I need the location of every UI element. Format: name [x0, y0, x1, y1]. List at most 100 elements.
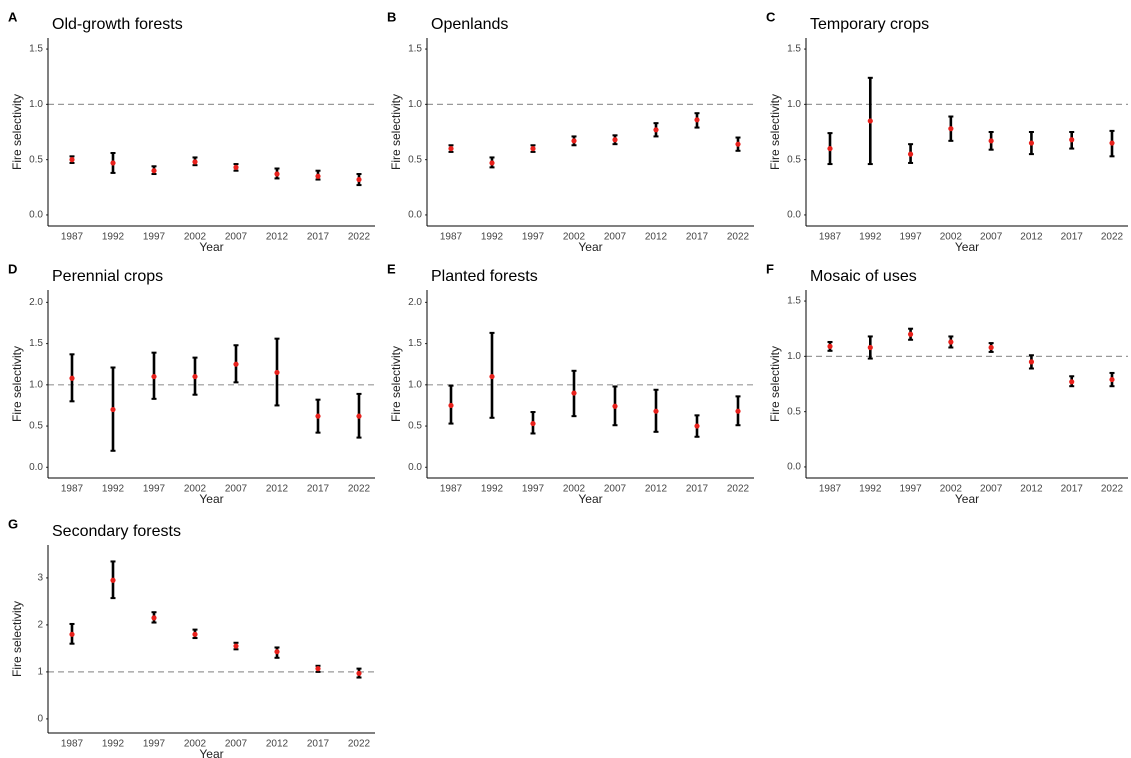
point: [151, 615, 157, 621]
y-tick-label: 1.5: [787, 44, 801, 55]
panel-label: A: [8, 9, 18, 24]
panel: D Perennial crops 0.0 0.5 1.0 1.5 2.0 Fire sele…: [8, 261, 375, 506]
x-tick-label: 2022: [348, 484, 371, 495]
point: [571, 138, 577, 144]
panel-title: Planted forests: [431, 268, 538, 285]
x-tick-label: 1997: [143, 232, 166, 243]
y-tick-label: 1: [37, 667, 43, 678]
x-tick-label: 2007: [604, 232, 627, 243]
point: [233, 361, 239, 367]
x-tick-label: 2007: [604, 484, 627, 495]
point: [948, 126, 954, 132]
panel-title: Old-growth forests: [52, 16, 183, 33]
x-tick-label: 1997: [522, 232, 545, 243]
y-tick-label: 0.0: [787, 462, 801, 473]
point: [274, 649, 280, 655]
x-tick-label: 1987: [440, 232, 463, 243]
y-tick-label: 0.5: [408, 154, 422, 165]
x-tick-label: 1997: [143, 739, 166, 750]
y-tick-label: 1.0: [787, 99, 801, 110]
y-tick-label: 0.5: [408, 421, 422, 432]
x-tick-label: 2017: [307, 232, 330, 243]
x-tick-label: 1987: [819, 484, 842, 495]
point: [233, 164, 239, 170]
x-tick-label: 2012: [1020, 484, 1043, 495]
panel: G Secondary forests 0 1 2 3 Fire selectivity Ye…: [8, 516, 375, 758]
y-axis-label: Fire selectivity: [10, 94, 24, 170]
x-tick-label: 1992: [481, 232, 504, 243]
x-tick-label: 1992: [859, 232, 882, 243]
panel-title: Openlands: [431, 16, 508, 33]
panel: B Openlands 0.0 0.5 1.0 1.5 Fire selectivity Ye…: [387, 9, 754, 254]
y-axis-label: Fire selectivity: [10, 601, 24, 677]
panel-label: D: [8, 261, 17, 276]
point: [110, 406, 116, 413]
y-tick-label: 1.5: [408, 338, 422, 349]
x-tick-label: 1997: [143, 484, 166, 495]
panel-title: Temporary crops: [810, 16, 929, 33]
point: [1028, 359, 1035, 365]
point: [694, 423, 700, 429]
point: [315, 666, 321, 672]
x-tick-label: 2012: [266, 232, 289, 243]
y-tick-label: 2.0: [29, 297, 43, 308]
point: [735, 408, 741, 414]
x-tick-label: 1987: [819, 232, 842, 243]
point: [907, 331, 914, 337]
point: [1109, 376, 1115, 383]
x-tick-label: 2022: [348, 232, 371, 243]
panel: E Planted forests 0.0 0.5 1.0 1.5 2.0 Fire sele…: [387, 261, 754, 506]
point: [448, 145, 454, 152]
x-tick-label: 2002: [184, 484, 207, 495]
x-tick-label: 2022: [1101, 484, 1124, 495]
point: [694, 117, 700, 123]
point: [1069, 379, 1075, 385]
x-tick-label: 1997: [899, 232, 922, 243]
point: [448, 402, 454, 409]
x-tick-label: 2022: [727, 484, 750, 495]
x-axis-label: Year: [199, 492, 223, 506]
x-tick-label: 2007: [980, 232, 1003, 243]
y-tick-label: 1.0: [787, 351, 801, 362]
x-tick-label: 2017: [307, 484, 330, 495]
x-tick-label: 2017: [307, 739, 330, 750]
point: [571, 390, 577, 396]
x-tick-label: 2012: [645, 484, 668, 495]
y-tick-label: 1.5: [787, 296, 801, 307]
panel-title: Perennial crops: [52, 268, 163, 285]
y-tick-label: 0.5: [787, 406, 801, 417]
y-tick-label: 1.0: [408, 99, 422, 110]
y-axis-label: Fire selectivity: [389, 94, 403, 170]
point: [151, 373, 157, 380]
point: [1069, 137, 1075, 143]
panel-label: E: [387, 261, 396, 276]
y-tick-label: 2.0: [408, 297, 422, 308]
point: [315, 173, 321, 179]
y-tick-label: 0.0: [29, 462, 43, 473]
x-tick-label: 2012: [1020, 232, 1043, 243]
x-axis-label: Year: [955, 492, 979, 506]
y-axis-label: Fire selectivity: [768, 94, 782, 170]
x-tick-label: 2002: [563, 484, 586, 495]
y-axis-label: Fire selectivity: [389, 346, 403, 422]
point: [988, 138, 994, 144]
x-tick-label: 2012: [266, 739, 289, 750]
point: [827, 343, 833, 349]
y-axis-label: Fire selectivity: [10, 346, 24, 422]
point: [988, 344, 994, 351]
point: [274, 171, 280, 177]
y-tick-label: 0: [37, 714, 43, 725]
point: [69, 631, 75, 637]
x-tick-label: 2017: [1061, 232, 1084, 243]
x-tick-label: 1987: [61, 484, 84, 495]
x-tick-label: 1992: [859, 484, 882, 495]
x-tick-label: 2012: [645, 232, 668, 243]
y-tick-label: 2: [37, 620, 43, 631]
x-tick-label: 1997: [522, 484, 545, 495]
point: [948, 339, 954, 345]
point: [151, 168, 157, 174]
point: [110, 577, 116, 583]
y-tick-label: 1.0: [29, 379, 43, 390]
panel-label: G: [8, 516, 18, 531]
x-tick-label: 2007: [225, 484, 248, 495]
